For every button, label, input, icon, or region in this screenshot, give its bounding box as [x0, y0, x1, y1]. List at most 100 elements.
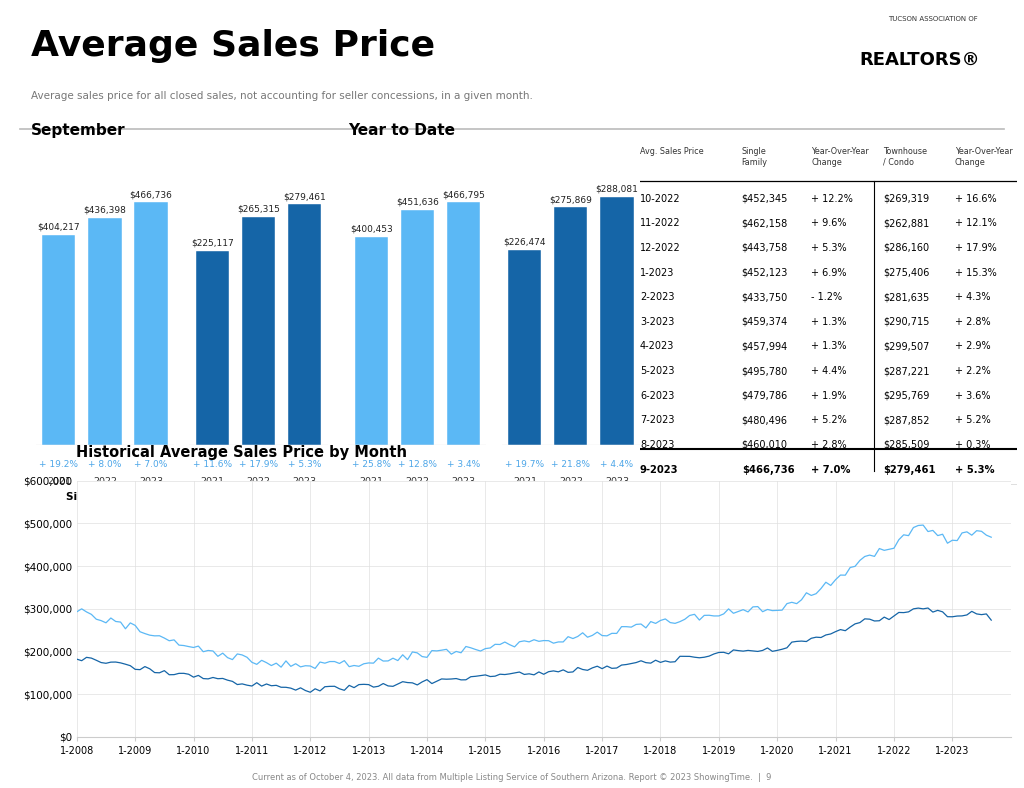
Bar: [242, 217, 275, 445]
Text: Single
Family: Single Family: [741, 147, 768, 167]
Text: Average sales price for all closed sales, not accounting for seller concessions,: Average sales price for all closed sales…: [31, 91, 532, 101]
Text: 3-2023: 3-2023: [640, 317, 675, 327]
Text: Avg. Sales Price: Avg. Sales Price: [640, 147, 703, 155]
Text: $225,117: $225,117: [191, 239, 233, 248]
Text: + 2.9%: + 2.9%: [954, 341, 990, 351]
Text: 2023: 2023: [139, 477, 163, 486]
Text: Average Sales Price: Average Sales Price: [31, 29, 435, 64]
Text: $452,345: $452,345: [741, 194, 788, 204]
Text: $286,160: $286,160: [883, 243, 929, 253]
Text: Single Family: Single Family: [378, 492, 457, 502]
Bar: [508, 250, 542, 445]
Text: $279,461: $279,461: [284, 192, 326, 201]
Text: Single Family: Single Family: [66, 492, 144, 502]
Text: 6-2023: 6-2023: [640, 391, 675, 400]
Text: + 5.3%: + 5.3%: [288, 460, 322, 470]
Text: + 16.6%: + 16.6%: [954, 194, 996, 204]
Text: - 1.2%: - 1.2%: [811, 292, 843, 303]
Text: TUCSON ASSOCIATION OF: TUCSON ASSOCIATION OF: [888, 16, 978, 22]
Text: $279,461: $279,461: [883, 465, 936, 474]
Text: + 1.9%: + 1.9%: [811, 391, 847, 400]
Text: + 4.4%: + 4.4%: [811, 366, 847, 376]
Text: + 15.3%: + 15.3%: [954, 268, 996, 277]
Text: + 4.9%: + 4.9%: [811, 489, 845, 499]
Text: Year-Over-Year
Change: Year-Over-Year Change: [954, 147, 1013, 167]
Text: Year-Over-Year
Change: Year-Over-Year Change: [811, 147, 869, 167]
Text: $285,509: $285,509: [883, 440, 930, 450]
Text: 9-2023: 9-2023: [640, 465, 679, 474]
Text: + 5.3%: + 5.3%: [811, 243, 847, 253]
Bar: [354, 237, 388, 445]
Text: $275,869: $275,869: [550, 195, 592, 204]
Text: + 21.8%: + 21.8%: [551, 460, 591, 470]
Text: + 5.3%: + 5.3%: [954, 465, 994, 474]
Text: $436,398: $436,398: [84, 206, 126, 215]
Text: 12-Month Avg*: 12-Month Avg*: [640, 489, 708, 499]
Text: $287,221: $287,221: [883, 366, 930, 376]
Text: + 0.3%: + 0.3%: [954, 440, 990, 450]
Text: $285,026: $285,026: [883, 489, 926, 499]
Text: $466,795: $466,795: [442, 190, 484, 199]
Text: $295,769: $295,769: [883, 391, 930, 400]
Bar: [600, 197, 634, 445]
Text: $288,081: $288,081: [596, 184, 638, 194]
Text: + 12.2%: + 12.2%: [811, 194, 853, 204]
Text: 2022: 2022: [559, 477, 583, 486]
Text: $466,736: $466,736: [741, 465, 795, 474]
Text: + 9.6%: + 9.6%: [811, 218, 847, 229]
Text: $443,758: $443,758: [741, 243, 788, 253]
Text: $299,507: $299,507: [883, 341, 930, 351]
Text: 2021: 2021: [201, 477, 224, 486]
Text: 8-2023: 8-2023: [640, 440, 675, 450]
Text: Townhouse/Condo: Townhouse/Condo: [900, 552, 982, 561]
Text: $480,496: $480,496: [741, 415, 787, 426]
Text: $433,750: $433,750: [741, 292, 788, 303]
Text: 4-2023: 4-2023: [640, 341, 675, 351]
Text: + 4.4%: + 4.4%: [600, 460, 634, 470]
Text: + 12.1%: + 12.1%: [954, 218, 996, 229]
Text: $275,406: $275,406: [883, 268, 930, 277]
Text: 11-2022: 11-2022: [640, 218, 681, 229]
Text: 12-2022: 12-2022: [640, 243, 681, 253]
Text: Townhouse/Condo: Townhouse/Condo: [518, 492, 624, 502]
Text: $265,315: $265,315: [238, 204, 280, 214]
Text: $452,123: $452,123: [741, 268, 788, 277]
Text: 2021: 2021: [359, 477, 383, 486]
Text: 1-2023: 1-2023: [640, 268, 675, 277]
Text: REALTORS®: REALTORS®: [859, 51, 980, 69]
Text: 2022: 2022: [93, 477, 117, 486]
Text: + 11.6%: + 11.6%: [193, 460, 232, 470]
Text: 2022: 2022: [247, 477, 270, 486]
Text: Year to Date: Year to Date: [348, 122, 455, 138]
Text: 2021: 2021: [47, 477, 71, 486]
Text: + 5.2%: + 5.2%: [811, 415, 847, 426]
Bar: [88, 218, 122, 445]
Text: Historical Average Sales Price by Month: Historical Average Sales Price by Month: [76, 445, 407, 460]
Text: * Avg. Sales Price for all properties from October 2022 through September
2023. : * Avg. Sales Price for all properties fr…: [640, 515, 941, 536]
Text: 2021: 2021: [513, 477, 537, 486]
Text: 7-2023: 7-2023: [640, 415, 675, 426]
Text: September: September: [31, 122, 125, 138]
Text: + 2.8%: + 2.8%: [954, 317, 990, 327]
Text: $479,786: $479,786: [741, 391, 788, 400]
Text: $269,319: $269,319: [883, 194, 929, 204]
Text: 2023: 2023: [293, 477, 316, 486]
Text: + 25.8%: + 25.8%: [351, 460, 391, 470]
Text: + 2.2%: + 2.2%: [954, 366, 990, 376]
Text: Single Family: Single Family: [753, 552, 813, 561]
Bar: [288, 204, 322, 445]
Text: $400,453: $400,453: [350, 225, 392, 233]
Text: 2023: 2023: [452, 477, 475, 486]
Text: Townhouse
/ Condo: Townhouse / Condo: [883, 147, 927, 167]
Bar: [196, 251, 229, 445]
Text: $226,474: $226,474: [504, 238, 546, 247]
Text: + 2.8%: + 2.8%: [811, 440, 847, 450]
Text: $262,881: $262,881: [883, 218, 930, 229]
Text: $460,010: $460,010: [741, 440, 787, 450]
Bar: [554, 207, 588, 445]
Text: + 7.0%: + 7.0%: [811, 465, 851, 474]
Text: + 17.9%: + 17.9%: [239, 460, 279, 470]
Text: + 1.3%: + 1.3%: [811, 341, 847, 351]
Bar: [42, 235, 76, 445]
Text: + 3.4%: + 3.4%: [446, 460, 480, 470]
